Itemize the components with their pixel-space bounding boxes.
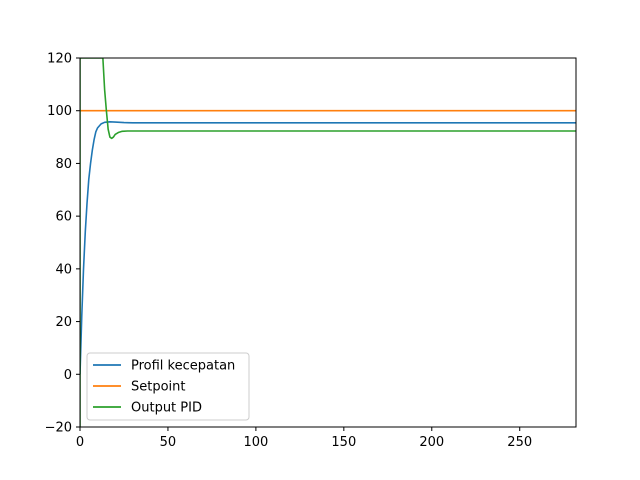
x-axis-ticks: 0 50 100 150 200 250 (76, 427, 532, 450)
x-tick-label: 100 (243, 435, 268, 450)
y-tick-label: 120 (47, 52, 72, 67)
x-tick-label: 50 (160, 435, 177, 450)
x-tick-label: 200 (419, 435, 444, 450)
series-line-0 (80, 120, 576, 375)
y-tick-label: 100 (47, 104, 72, 119)
y-tick-label: 60 (55, 210, 72, 225)
y-tick-label: 20 (55, 315, 72, 330)
y-tick-label: −20 (45, 421, 72, 436)
series-layer (80, 58, 576, 427)
y-axis-ticks: −20 0 20 40 60 80 100 120 (45, 52, 80, 436)
x-tick-label: 150 (331, 435, 356, 450)
legend-label-1: Setpoint (131, 380, 186, 395)
y-tick-label: 0 (64, 368, 72, 383)
y-tick-label: 40 (55, 262, 72, 277)
legend-label-2: Output PID (131, 401, 202, 416)
y-tick-label: 80 (55, 157, 72, 172)
plot-frame (79, 57, 577, 428)
legend: Profil kecepatan Setpoint Output PID (86, 352, 250, 421)
legend-label-0: Profil kecepatan (131, 359, 235, 374)
series-line-2 (80, 58, 576, 427)
legend-box (86, 352, 250, 421)
x-tick-label: 250 (507, 435, 532, 450)
x-tick-label: 0 (76, 435, 84, 450)
